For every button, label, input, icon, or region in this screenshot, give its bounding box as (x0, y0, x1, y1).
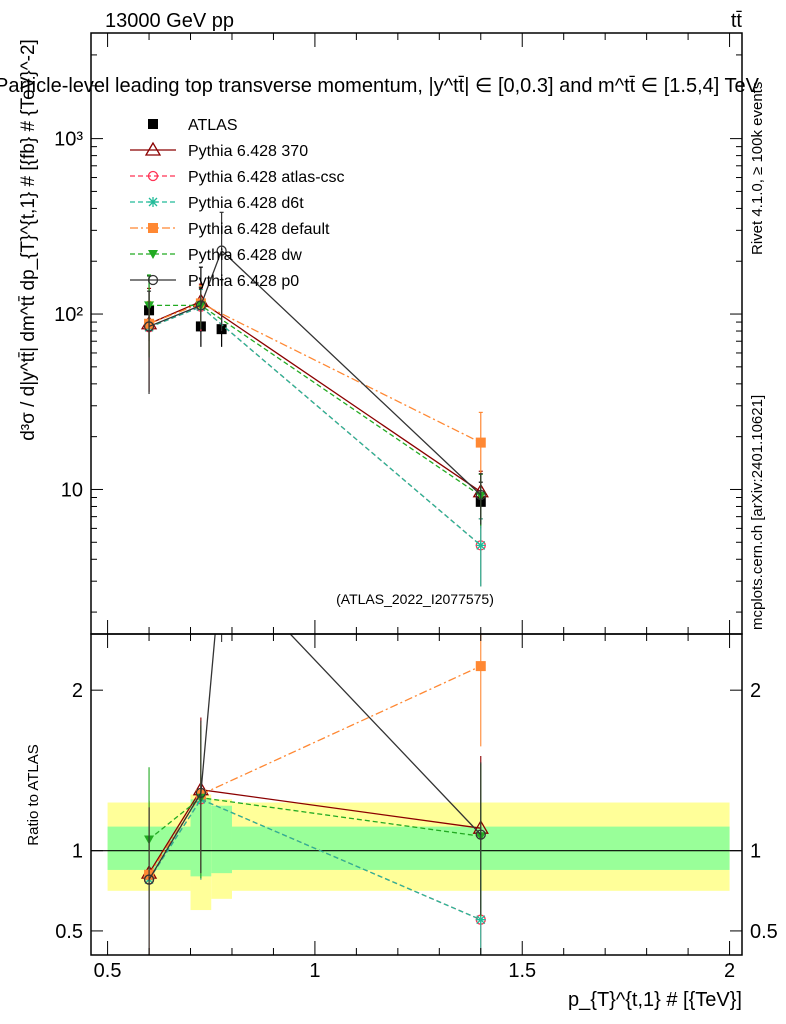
ratio-ytick-label-2: 2 (72, 680, 83, 702)
main-data-layer (140, 211, 489, 587)
ratio-ytick-label-0: 0.5 (55, 921, 83, 943)
data-point-6-2 (216, 245, 227, 256)
main-ytick-label-0: 10 (61, 479, 83, 501)
legend-label-6: Pythia 6.428 p0 (188, 273, 299, 290)
ratio-ytick-label-1: 1 (72, 841, 83, 863)
x-tick-label-2: 1.5 (508, 960, 536, 982)
main-plot-panel: 10 10² 10³ ATLAS Pythia 6.428 370 Pythia 6.42… (54, 32, 743, 635)
series-1 (140, 283, 489, 520)
series-3 (144, 288, 486, 587)
process-label: tt̄ (731, 10, 743, 32)
legend-marker-6 (147, 274, 159, 286)
ratio-line-5 (148, 634, 482, 880)
series-5 (144, 274, 486, 526)
series-line-5 (149, 304, 482, 497)
energy-label: 13000 GeV pp (105, 10, 234, 32)
legend-marker-4 (148, 223, 158, 233)
legend-marker-0 (148, 119, 158, 129)
legend-marker-5 (148, 250, 158, 259)
legend-label-5: Pythia 6.428 dw (188, 247, 302, 264)
series-2 (143, 287, 486, 587)
legend-marker-3 (148, 197, 158, 207)
rivet-label: Rivet 4.1.0, ≥ 100k events (749, 82, 766, 255)
ratio-point-5-3 (475, 829, 486, 840)
ratio-line-3 (148, 665, 482, 876)
x-tick-label-3: 2 (724, 960, 735, 982)
legend-label-0: ATLAS (188, 117, 238, 134)
ratio-point-2-2 (475, 914, 486, 925)
mcplots-label: mcplots.cern.ch [arXiv:2401.10621] (749, 395, 766, 630)
series-line-3 (148, 306, 482, 546)
data-point-4-2 (475, 437, 486, 448)
main-y-axis-label: d³σ / d|y^tt̄| dm^tt̄ dp_{T}^{t,1} # [{f… (18, 39, 39, 441)
series-4 (144, 285, 486, 494)
analysis-watermark: (ATLAS_2022_I2077575) (336, 591, 494, 607)
main-ytick-label-1: 10² (54, 304, 83, 326)
data-point-3-2 (475, 540, 486, 551)
ratio-ytick-label-right-1: 1 (750, 841, 761, 863)
ratio-band-inner-2 (211, 805, 232, 874)
ratio-line-2 (148, 798, 482, 921)
x-axis-label: p_{T}^{t,1} # [{TeV}] (568, 989, 742, 1011)
x-tick-label-0: 0.5 (94, 960, 122, 982)
legend-item-3: Pythia 6.428 d6t (130, 195, 304, 212)
ratio-point-5-2 (217, 557, 226, 566)
ratio-ytick-label-right-2: 2 (750, 680, 761, 702)
chart-title: Particle-level leading top transverse mo… (0, 75, 760, 97)
ratio-frame (90, 633, 743, 956)
legend-label-3: Pythia 6.428 d6t (188, 195, 304, 212)
data-point-6-0 (143, 321, 155, 332)
legend-label-4: Pythia 6.428 default (188, 221, 330, 238)
series-line-6 (148, 249, 482, 496)
legend-item-5: Pythia 6.428 dw (130, 247, 302, 264)
legend-item-6: Pythia 6.428 p0 (130, 273, 299, 290)
ratio-point-5-0 (143, 874, 155, 885)
legend-item-4: Pythia 6.428 default (130, 221, 330, 238)
x-tick-label-1: 1 (309, 960, 320, 982)
ratio-point-3-2 (475, 661, 486, 672)
data-point-6-3 (475, 489, 486, 501)
legend-label-2: Pythia 6.428 atlas-csc (188, 169, 345, 186)
main-ytick-label-2: 10³ (54, 129, 83, 151)
series-6 (143, 211, 486, 525)
legend-label-1: Pythia 6.428 370 (188, 143, 308, 160)
ratio-y-axis-label: Ratio to ATLAS (25, 744, 42, 845)
legend-marker-2 (147, 170, 159, 182)
legend-marker-1 (144, 141, 162, 156)
legend-item-1: Pythia 6.428 370 (130, 141, 308, 160)
ratio-data-layer (140, 557, 489, 955)
data-point-6-1 (195, 300, 207, 311)
legend-item-2: Pythia 6.428 atlas-csc (130, 169, 345, 186)
ratio-plot-panel: 0.5 0.5 1 1 2 2 0.5 1 1.5 2 (55, 557, 778, 982)
ratio-series-5 (143, 557, 486, 955)
ratio-point-5-1 (195, 787, 207, 799)
series-line-2 (148, 306, 482, 546)
ratio-ytick-label-right-0: 0.5 (750, 921, 778, 943)
legend-item-0: ATLAS (148, 117, 238, 134)
legend: ATLAS Pythia 6.428 370 Pythia 6.428 atlas-… (130, 117, 345, 290)
